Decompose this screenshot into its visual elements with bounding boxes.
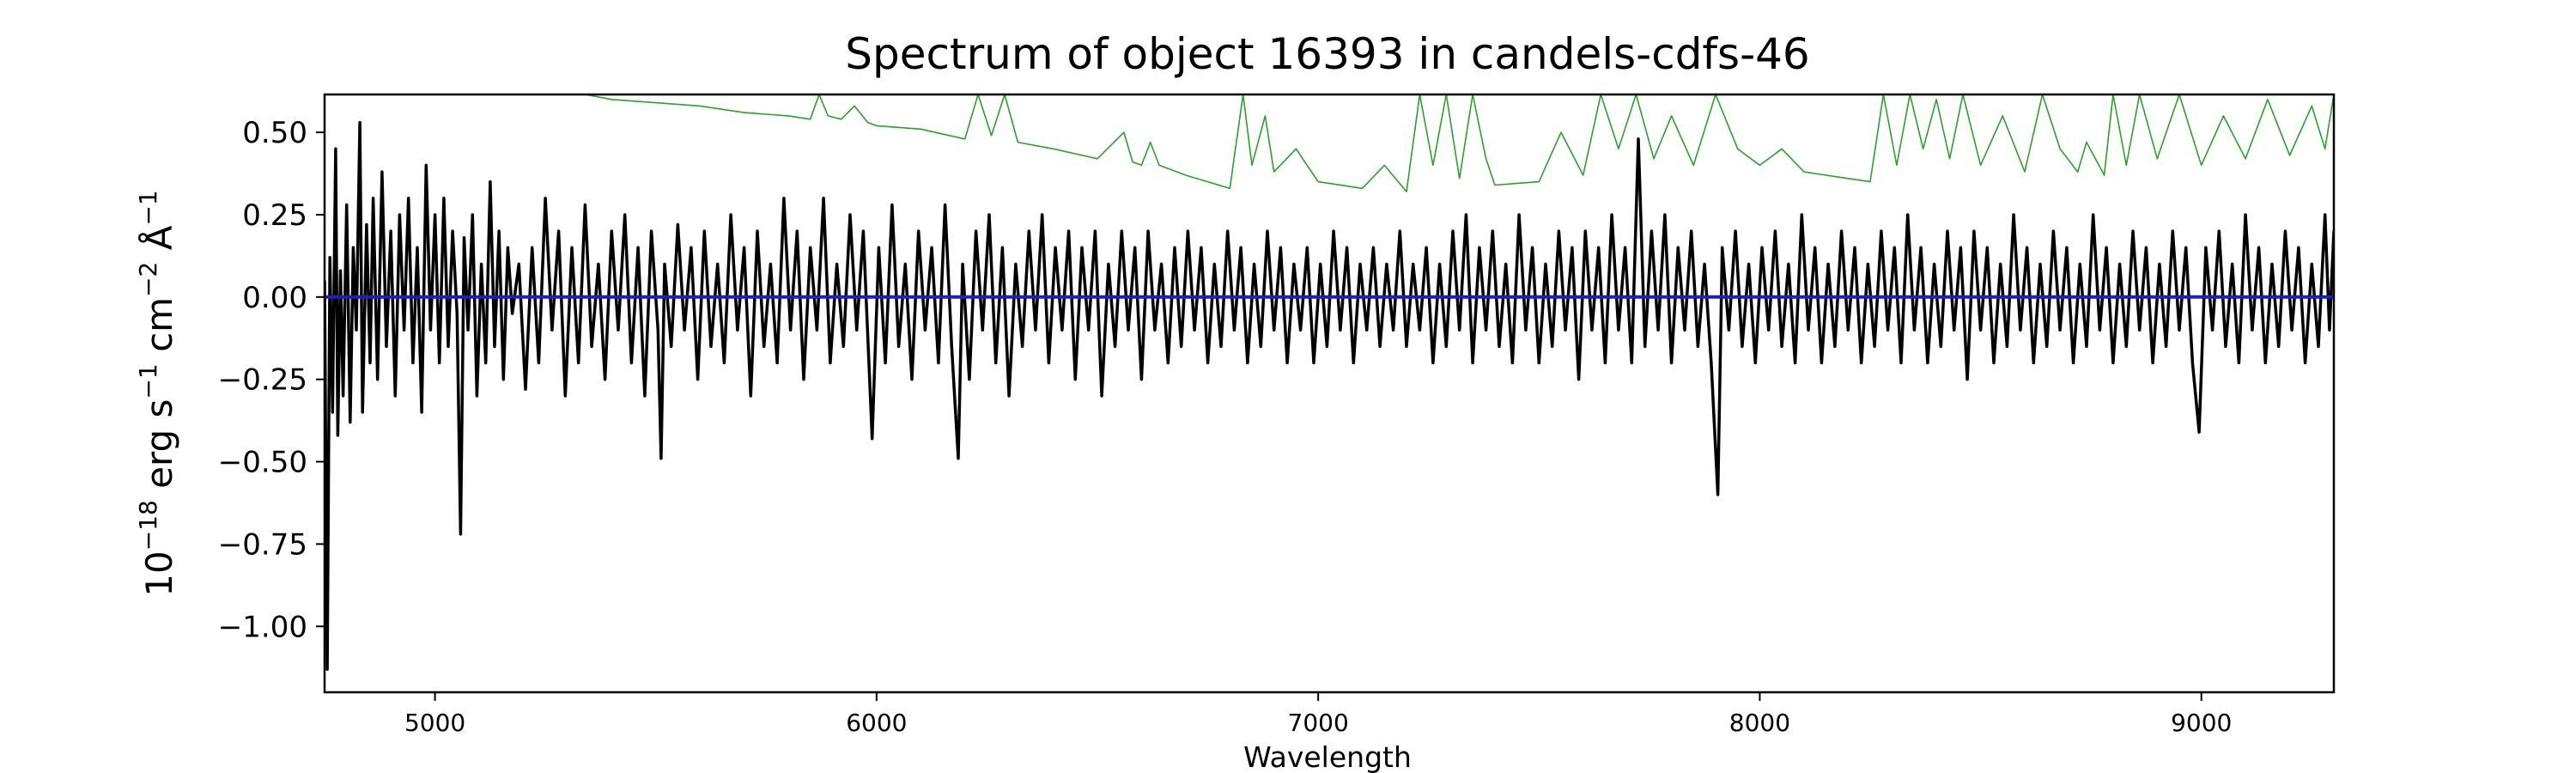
y-label-exp4: −1 <box>134 190 162 225</box>
y-tick-label: −0.25 <box>218 363 307 398</box>
x-tick-label: 5000 <box>404 709 465 737</box>
chart-title: Spectrum of object 16393 in candels-cdfs… <box>845 29 1810 79</box>
tick-layer: 5000 6000 7000 8000 9000 0.50 0.25 0.00 −0.25 −0.… <box>218 116 2233 737</box>
y-label-base: 10 <box>138 551 180 596</box>
x-tick-label: 6000 <box>846 709 907 737</box>
y-label-erg: erg s <box>138 399 180 501</box>
y-tick-label: 0.50 <box>242 116 307 150</box>
plot-frame <box>323 93 2336 694</box>
y-label-exp3: −2 <box>134 262 162 297</box>
x-tick-label: 8000 <box>1729 709 1790 737</box>
y-label-cm: cm <box>138 297 180 363</box>
x-axis-label: Wavelength <box>1243 740 1412 773</box>
y-tick-label: −0.75 <box>218 527 307 562</box>
y-tick-label: 0.25 <box>242 198 307 233</box>
y-tick-label: −1.00 <box>218 610 307 644</box>
y-tick-label: 0.00 <box>242 281 307 315</box>
y-tick-label: −0.50 <box>218 446 307 480</box>
x-tick-label: 7000 <box>1288 709 1349 737</box>
series-line-flux <box>325 120 2334 671</box>
y-axis-label: 10−18 erg s−1 cm−2 Å−1 <box>134 190 180 596</box>
x-tick-label: 9000 <box>2171 709 2232 737</box>
y-label-exp2: −1 <box>134 363 162 399</box>
y-label-ang: Å <box>137 225 180 261</box>
series-layer <box>325 94 2334 671</box>
series-line-noise <box>585 94 2334 192</box>
y-label-exp1: −18 <box>134 500 162 551</box>
